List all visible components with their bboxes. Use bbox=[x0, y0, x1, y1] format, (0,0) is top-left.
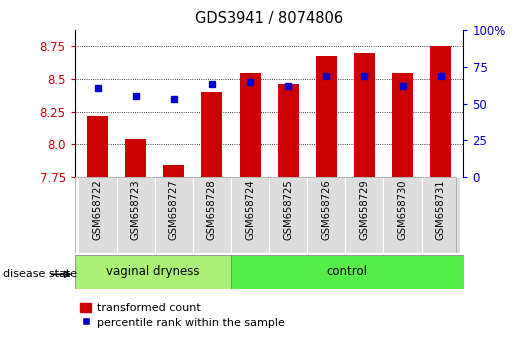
Text: disease state: disease state bbox=[3, 269, 77, 279]
Bar bbox=[316, 56, 337, 177]
Bar bbox=[87, 116, 108, 177]
Bar bbox=[354, 53, 375, 177]
Bar bbox=[307, 177, 346, 253]
Text: GSM658727: GSM658727 bbox=[169, 179, 179, 240]
Bar bbox=[201, 92, 222, 177]
Bar bbox=[278, 84, 299, 177]
Bar bbox=[163, 165, 184, 177]
Bar bbox=[346, 177, 384, 253]
Text: GSM658723: GSM658723 bbox=[131, 179, 141, 240]
Bar bbox=[75, 255, 231, 289]
Text: GSM658724: GSM658724 bbox=[245, 179, 255, 240]
Text: GSM658726: GSM658726 bbox=[321, 179, 331, 240]
Text: GSM658728: GSM658728 bbox=[207, 179, 217, 240]
Bar bbox=[231, 177, 269, 253]
Bar bbox=[193, 177, 231, 253]
Bar bbox=[154, 177, 193, 253]
Bar bbox=[422, 177, 460, 253]
Bar bbox=[78, 177, 116, 253]
Legend: transformed count, percentile rank within the sample: transformed count, percentile rank withi… bbox=[80, 303, 285, 328]
Text: GSM658722: GSM658722 bbox=[93, 179, 102, 240]
Text: GSM658731: GSM658731 bbox=[436, 179, 445, 240]
Bar bbox=[430, 46, 451, 177]
Bar bbox=[392, 73, 413, 177]
Text: vaginal dryness: vaginal dryness bbox=[106, 265, 200, 278]
Bar bbox=[116, 177, 154, 253]
Text: GSM658729: GSM658729 bbox=[359, 179, 369, 240]
Bar bbox=[269, 177, 307, 253]
Text: control: control bbox=[327, 265, 368, 278]
Text: GSM658730: GSM658730 bbox=[398, 179, 407, 240]
Bar bbox=[384, 177, 422, 253]
Bar bbox=[231, 255, 464, 289]
Title: GDS3941 / 8074806: GDS3941 / 8074806 bbox=[195, 11, 343, 26]
Bar bbox=[125, 139, 146, 177]
Bar bbox=[239, 73, 261, 177]
Text: GSM658725: GSM658725 bbox=[283, 179, 293, 240]
